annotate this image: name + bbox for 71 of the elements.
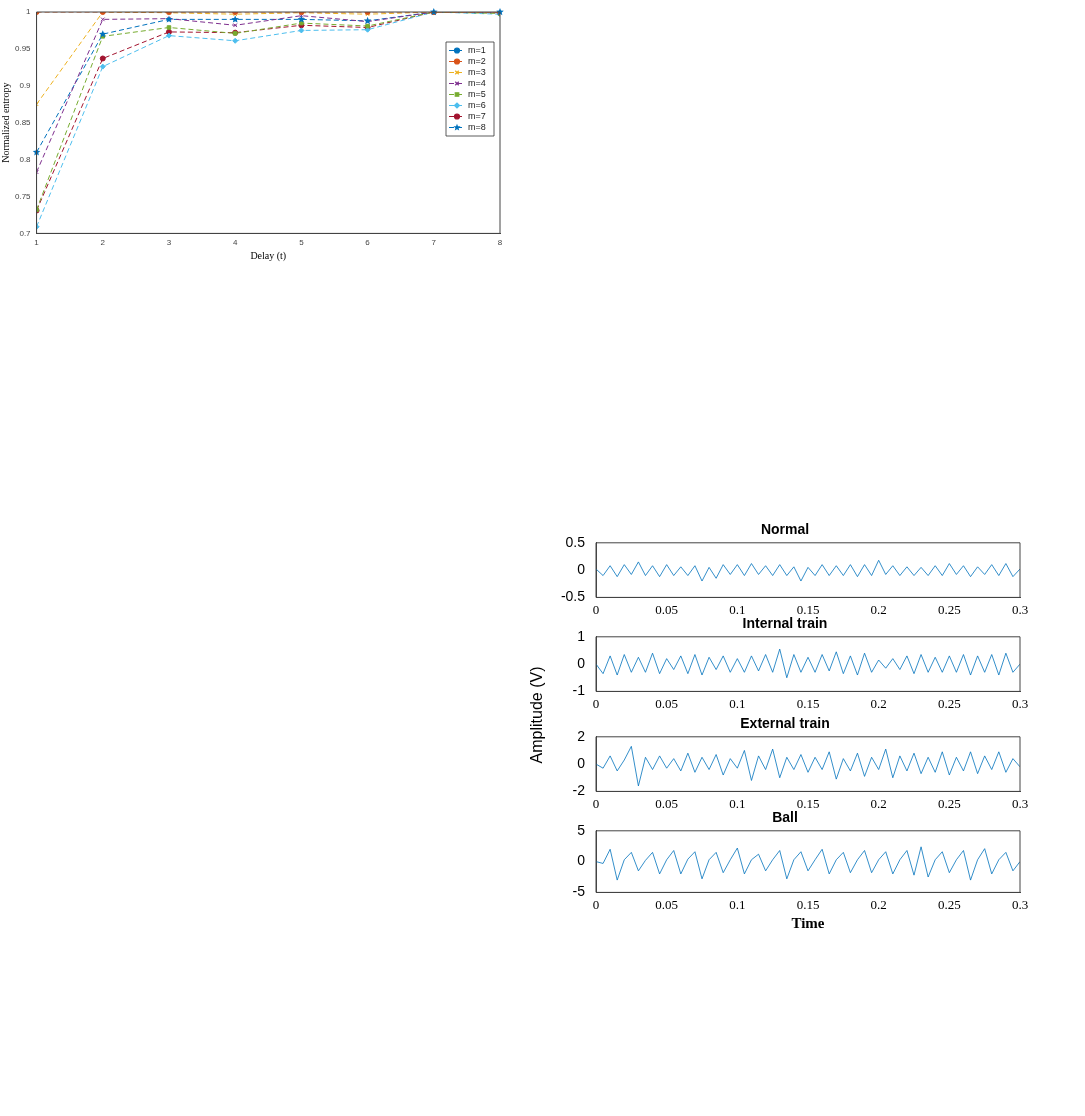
y-tick-label: -2 (572, 782, 586, 799)
legend-label: m=1 (468, 44, 486, 55)
y-axis-title: Amplitude (V) (528, 666, 546, 764)
x-tick-label: 0.3 (1011, 695, 1029, 711)
legend-label: m=7 (468, 110, 486, 121)
y-tick-label: 0.95 (14, 44, 32, 54)
x-tick-label: 0.05 (655, 795, 679, 811)
x-tick-label: 0.1 (729, 795, 746, 811)
x-tick-label: 0.25 (937, 601, 961, 617)
x-tick-label: 0.2 (870, 795, 887, 811)
y-tick-label: 1 (577, 627, 586, 644)
x-tick-label: 0.15 (796, 896, 820, 912)
y-tick-label: 5 (577, 821, 586, 838)
chart-title: Internal train (742, 615, 828, 632)
y-tick-label: 0.7 (19, 228, 32, 238)
x-tick-label: 0 (592, 795, 600, 811)
legend-label: m=6 (468, 99, 486, 110)
x-axis-title: Delay (t) (250, 249, 287, 262)
y-tick-label: -1 (572, 682, 586, 699)
x-tick-label: 5 (299, 238, 305, 248)
y-tick-label: 0.5 (565, 533, 586, 550)
x-tick-label: 7 (431, 238, 437, 248)
x-tick-label: 0.05 (655, 896, 679, 912)
legend-label: m=5 (468, 88, 486, 99)
y-tick-label: 0 (577, 754, 586, 771)
x-tick-label: 3 (166, 238, 172, 248)
x-tick-label: 0.05 (655, 601, 679, 617)
legend-label: m=2 (468, 55, 486, 66)
x-tick-label: 0.3 (1011, 896, 1029, 912)
y-tick-label: 0.75 (14, 191, 32, 201)
y-tick-label: -5 (572, 883, 586, 900)
x-tick-label: 0 (592, 601, 600, 617)
x-axis-title: Time (791, 914, 825, 931)
y-axis-title: Normalized entropy (0, 82, 11, 163)
x-tick-label: 0.15 (796, 795, 820, 811)
x-tick-label: 0.1 (729, 601, 746, 617)
x-tick-label: 0.2 (870, 695, 887, 711)
chart-title: Normal (760, 521, 810, 538)
x-tick-label: 2 (100, 238, 106, 248)
chart-title: Ball (772, 809, 798, 826)
y-tick-label: -0.5 (560, 588, 586, 605)
y-tick-label: 0 (577, 654, 586, 671)
x-tick-label: 0 (592, 695, 600, 711)
x-tick-label: 0.2 (870, 601, 887, 617)
y-tick-label: 1 (26, 7, 32, 17)
legend-label: m=4 (468, 77, 486, 88)
x-tick-label: 0.25 (937, 795, 961, 811)
x-tick-label: 1 (34, 238, 40, 248)
x-tick-label: 0.3 (1011, 601, 1029, 617)
y-tick-label: 0.9 (19, 81, 32, 90)
x-tick-label: 0.25 (937, 896, 961, 912)
x-tick-label: 0.2 (870, 896, 887, 912)
legend-label: m=8 (468, 121, 486, 132)
y-tick-label: 0.85 (14, 117, 32, 127)
x-tick-label: 0 (592, 896, 600, 912)
x-tick-label: 0.1 (729, 896, 746, 912)
x-tick-label: 8 (497, 238, 503, 248)
x-tick-label: 0.25 (937, 695, 961, 711)
x-tick-label: 6 (365, 238, 371, 248)
x-tick-label: 0.3 (1011, 795, 1029, 811)
x-tick-label: 0.15 (796, 695, 820, 711)
legend-label: m=3 (468, 66, 486, 77)
x-tick-label: 0.1 (729, 695, 746, 711)
x-tick-label: 0.15 (796, 601, 820, 617)
y-tick-label: 0 (577, 560, 586, 577)
chart-title: External train (740, 715, 830, 732)
x-tick-label: 0.05 (655, 695, 679, 711)
y-tick-label: 2 (577, 727, 586, 744)
y-tick-label: 0 (577, 852, 586, 869)
x-tick-label: 4 (232, 238, 238, 248)
y-tick-label: 0.8 (19, 154, 32, 164)
